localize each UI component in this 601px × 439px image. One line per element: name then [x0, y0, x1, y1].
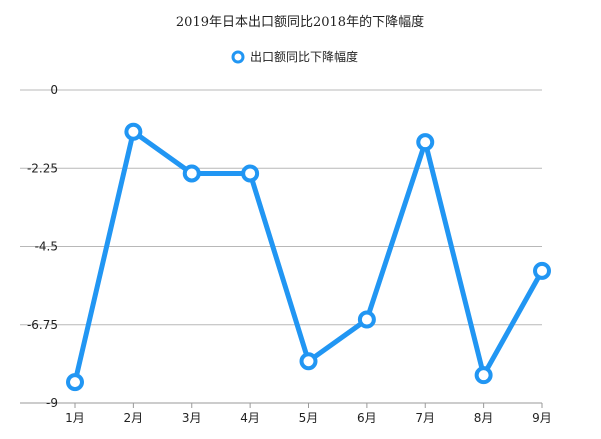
y-tick-label: -2.25 [27, 161, 58, 175]
y-axis-ticks: 0 -2.25 -4.5 -6.75 -9 [27, 83, 58, 410]
legend-marker [231, 50, 245, 64]
x-tick-label: 2月 [124, 411, 144, 425]
x-tick-label: 1月 [65, 411, 85, 425]
x-tick-label: 6月 [357, 411, 377, 425]
data-point [299, 352, 318, 371]
x-tick-label: 7月 [415, 411, 435, 425]
x-axis-ticks: 1月 2月 3月 4月 5月 6月 7月 8月 9月 [65, 403, 552, 425]
x-tick-label: 5月 [299, 411, 319, 425]
x-tick-label: 3月 [182, 411, 202, 425]
series-line [72, 129, 545, 385]
data-point [416, 133, 435, 152]
y-tick-label: 0 [50, 83, 58, 97]
y-tick-label: -6.75 [27, 318, 58, 332]
data-point [124, 122, 143, 141]
data-point [474, 366, 493, 385]
y-tick-label: -4.5 [35, 240, 58, 254]
data-point [241, 164, 260, 183]
x-tick-label: 8月 [474, 411, 494, 425]
legend: 出口额同比下降幅度 [231, 49, 358, 64]
data-point [533, 261, 551, 280]
series-group [66, 122, 551, 392]
chart-title: 2019年日本出口额同比2018年的下降幅度 [176, 14, 424, 30]
data-point [66, 373, 84, 392]
legend-label: 出口额同比下降幅度 [250, 49, 358, 64]
data-point [182, 164, 201, 183]
x-tick-label: 9月 [532, 411, 552, 425]
x-tick-label: 4月 [240, 411, 260, 425]
y-tick-label: -9 [46, 396, 58, 410]
data-point [357, 310, 376, 329]
grid [20, 89, 542, 404]
